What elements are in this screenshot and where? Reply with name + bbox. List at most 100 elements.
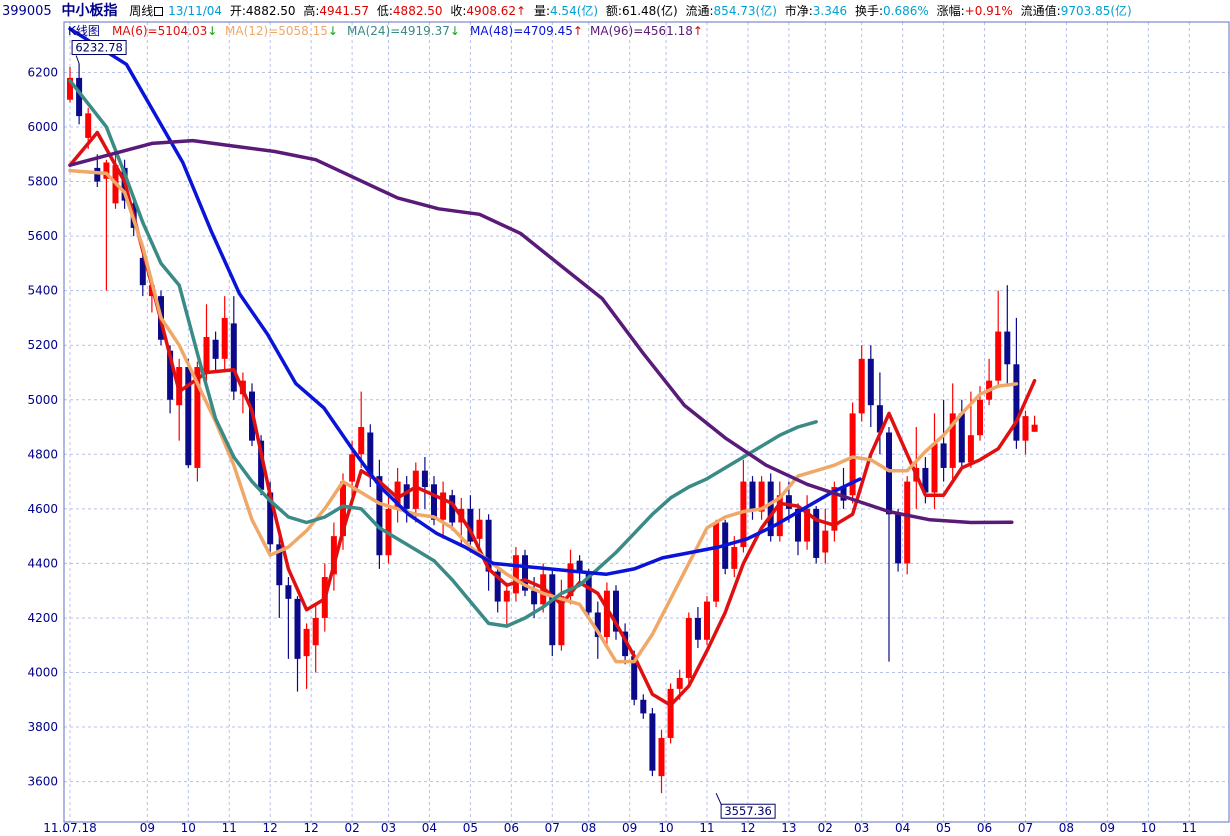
candle-up xyxy=(713,522,720,602)
k-chart-label: K线图 xyxy=(68,24,100,38)
candle-up xyxy=(303,628,310,657)
candle-down xyxy=(403,484,410,509)
candle-down xyxy=(1013,364,1020,441)
high-value: 4941.57 xyxy=(319,4,370,18)
amount-label: 额: xyxy=(605,4,622,18)
candle-up xyxy=(977,399,983,436)
candle-up xyxy=(476,519,483,539)
marker-leader xyxy=(75,55,80,64)
candle-up xyxy=(731,547,738,569)
candle-down xyxy=(549,574,556,646)
candle-down xyxy=(276,544,283,586)
candle-up xyxy=(822,530,829,553)
low-label: 低: xyxy=(376,4,393,18)
candle-down xyxy=(886,432,892,515)
candle-up xyxy=(503,590,510,602)
candle-up xyxy=(349,454,356,482)
candle-down xyxy=(876,405,883,433)
legend-item: MA(96)=4561.18↑ xyxy=(590,24,703,38)
candle-down xyxy=(212,339,219,359)
candle-down xyxy=(867,358,874,406)
x-axis: 11.07.18 09 10 11 12 12 02 03 04 05 06 07 08 09 10 11 12… xyxy=(43,821,1197,835)
candle-up xyxy=(221,317,228,359)
x-tick-label: 05 xyxy=(936,821,951,835)
ma-legend: K线图 MA(6)=5104.03↓ MA(12)=5058.15↓ MA(24)=4… xyxy=(68,24,703,38)
close-label: 收: xyxy=(450,4,467,18)
x-tick-label: 09 xyxy=(140,821,155,835)
candle-up xyxy=(804,508,811,542)
candle-down xyxy=(813,508,820,558)
y-axis: 3600 3800 4000 4200 4400 4600 4800 5000 5200 5400… xyxy=(27,65,58,788)
x-tick-label: 12 xyxy=(740,821,755,835)
candle-up xyxy=(685,617,692,678)
x-tick-label: 10 xyxy=(181,821,196,835)
period-box-icon[interactable] xyxy=(154,7,164,16)
candle-down xyxy=(613,590,619,632)
candle-up xyxy=(194,367,201,468)
candle-up xyxy=(340,481,346,537)
x-tick-label: 02 xyxy=(818,821,833,835)
change-label: 涨幅: xyxy=(936,4,965,18)
x-tick-label: 12 xyxy=(304,821,319,835)
legend-arrow-icon: ↓ xyxy=(328,24,338,38)
open-value: 4882.50 xyxy=(245,4,296,18)
candle-up xyxy=(1022,416,1029,441)
candle-up xyxy=(967,435,974,463)
candle-down xyxy=(258,440,265,490)
candle-down xyxy=(485,519,492,572)
x-tick-label: 13 xyxy=(781,821,796,835)
candle-down xyxy=(76,77,83,117)
x-tick-label: 11 xyxy=(699,821,714,835)
candle-down xyxy=(649,713,656,771)
x-tick-label: 11 xyxy=(222,821,237,835)
y-tick-label: 5000 xyxy=(27,393,58,407)
candle-up xyxy=(203,337,210,373)
candle-down xyxy=(767,481,774,537)
ma-line-ma6 xyxy=(68,130,1037,707)
legend-item: MA(6)=5104.03↓ xyxy=(112,24,217,38)
candle-up xyxy=(358,427,365,455)
pb-value: 3.346 xyxy=(812,4,848,18)
y-tick-label: 5200 xyxy=(27,338,58,352)
candle-down xyxy=(1004,331,1011,365)
x-tick-label: 08 xyxy=(581,821,596,835)
x-tick-label: 07 xyxy=(1018,821,1033,835)
index-name: 中小板指 xyxy=(61,3,118,19)
y-tick-label: 6200 xyxy=(27,65,58,79)
candle-down xyxy=(785,495,792,509)
candle-down xyxy=(139,257,146,286)
candle-up xyxy=(849,413,856,496)
marker-leader xyxy=(715,793,722,805)
ma-line-ma24 xyxy=(68,78,818,628)
grid-lines xyxy=(64,22,1229,822)
candle-down xyxy=(294,598,301,659)
y-tick-label: 4400 xyxy=(27,556,58,570)
candle-up xyxy=(667,688,674,738)
candle-down xyxy=(267,492,274,545)
candle-up xyxy=(312,617,319,646)
candle-up xyxy=(412,470,419,509)
candle-up xyxy=(949,413,956,468)
legend-arrow-icon: ↑ xyxy=(573,24,583,38)
candle-down xyxy=(622,631,629,657)
x-tick-label: 09 xyxy=(622,821,637,835)
ma-line-ma96 xyxy=(68,138,1014,525)
candle-down xyxy=(230,323,237,392)
amount-value: 61.48(亿) xyxy=(621,4,678,18)
y-tick-label: 3800 xyxy=(27,720,58,734)
bar-date: 13/11/04 xyxy=(168,4,223,18)
candle-down xyxy=(576,560,583,572)
index-code: 399005 xyxy=(2,4,52,19)
x-tick-label: 10 xyxy=(658,821,673,835)
candle-down xyxy=(376,476,383,556)
x-tick-label: 02 xyxy=(344,821,359,835)
period-label[interactable]: 周线 xyxy=(129,4,154,18)
candle-up xyxy=(995,331,1002,381)
x-tick-label: 07 xyxy=(545,821,560,835)
candle-down xyxy=(749,481,756,512)
ma-line-ma48 xyxy=(68,27,862,577)
x-tick-label: 08 xyxy=(1059,821,1074,835)
y-tick-label: 5600 xyxy=(27,229,58,243)
ma-line-ma12 xyxy=(68,168,1019,664)
